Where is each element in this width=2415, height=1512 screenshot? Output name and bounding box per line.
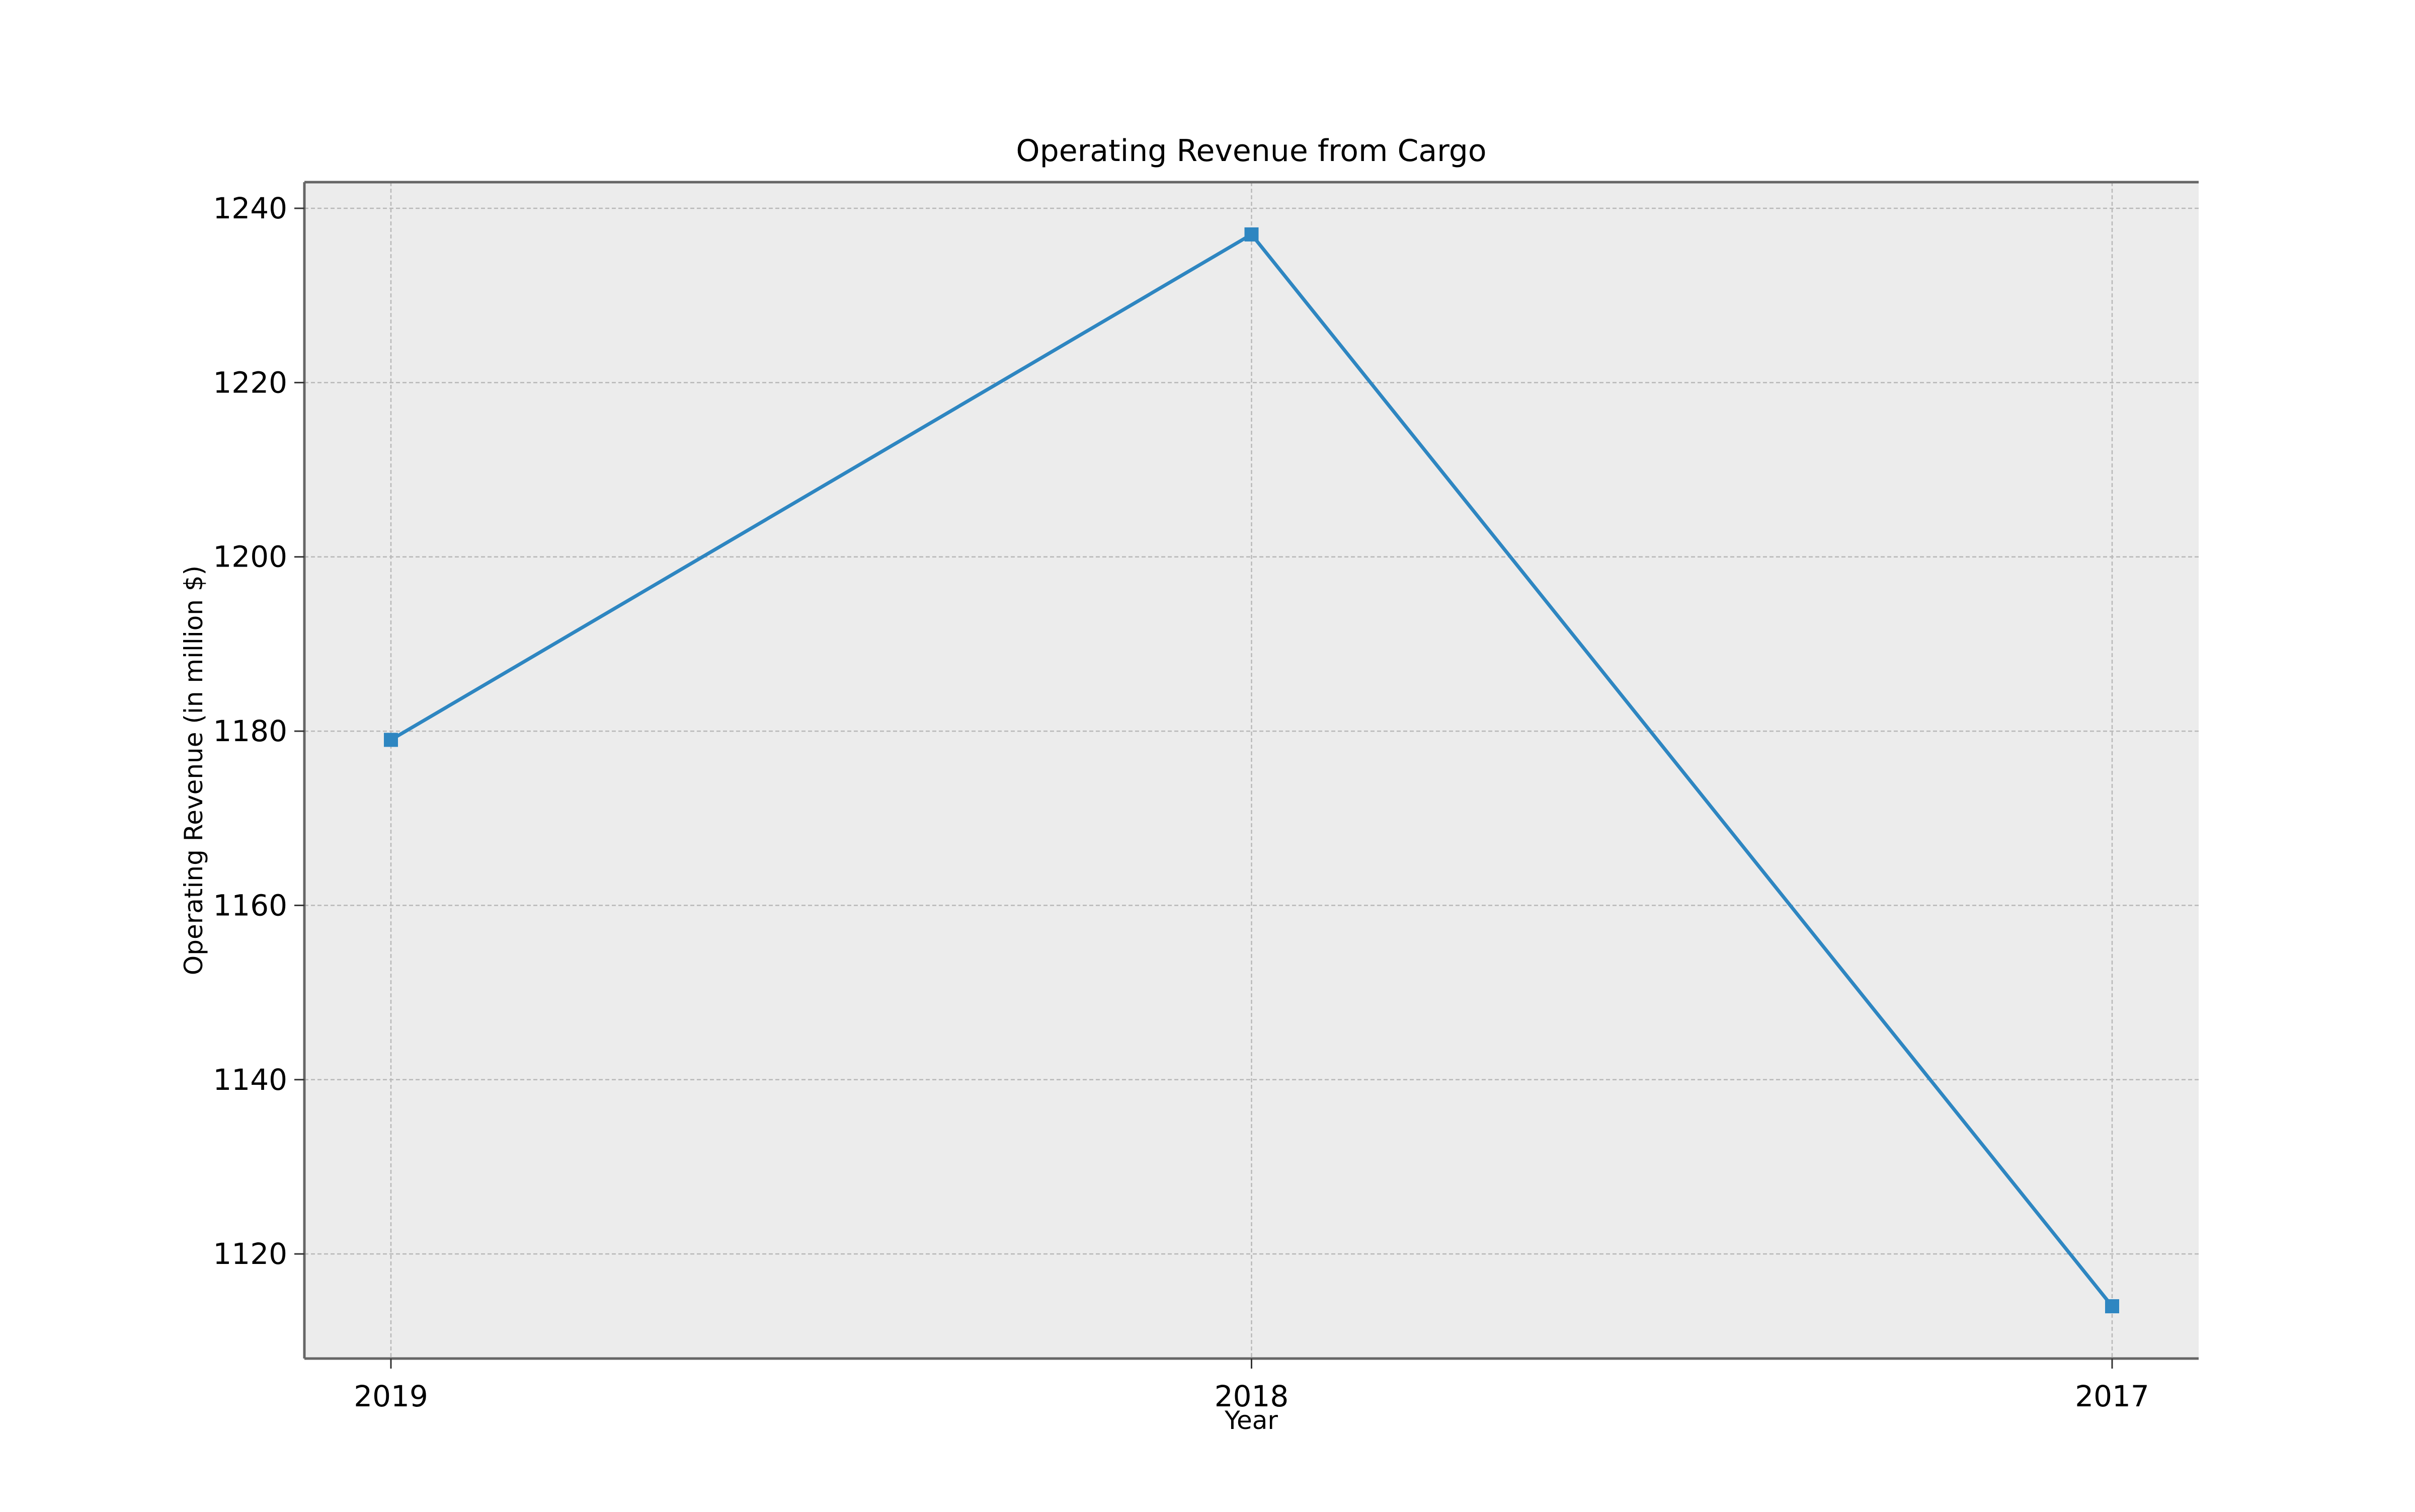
grid-lines	[304, 182, 2199, 1359]
data-point-marker	[384, 733, 398, 747]
series-group	[384, 227, 2119, 1314]
data-point-marker	[2105, 1299, 2119, 1314]
y-tick-label: 1200	[213, 540, 287, 574]
plot-background	[304, 182, 2199, 1359]
chart-title: Operating Revenue from Cargo	[1016, 133, 1486, 169]
y-tick-label: 1140	[213, 1063, 287, 1097]
y-tick-label: 1240	[213, 191, 287, 225]
y-axis-ticks: 1120 1140 1160 1180 1200 1220 1240	[213, 191, 304, 1271]
x-tick-label: 2017	[2075, 1379, 2149, 1413]
x-axis-label: Year	[1224, 1406, 1278, 1435]
x-tick-label: 2019	[354, 1379, 428, 1413]
y-tick-label: 1160	[213, 888, 287, 922]
x-tick-label: 2018	[1215, 1379, 1289, 1413]
y-tick-label: 1220	[213, 365, 287, 400]
x-axis-ticks: 2019 2018 2017	[354, 1359, 2149, 1413]
y-axis-label: Operating Revenue (in million $)	[179, 566, 208, 975]
y-tick-label: 1120	[213, 1237, 287, 1271]
data-point-marker	[1244, 227, 1259, 242]
y-tick-label: 1180	[213, 714, 287, 748]
